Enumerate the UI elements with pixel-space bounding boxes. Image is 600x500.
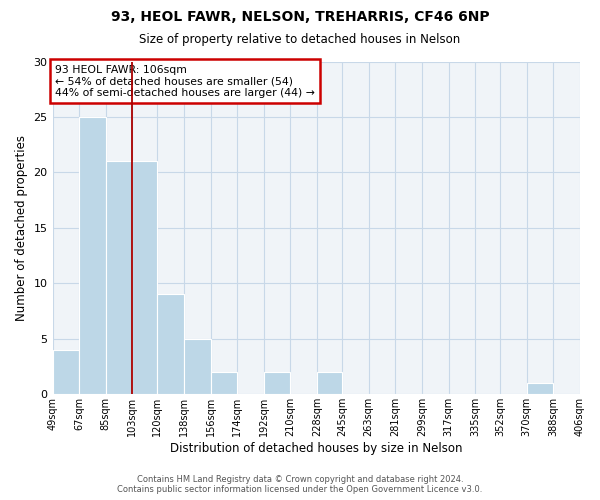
Y-axis label: Number of detached properties: Number of detached properties [15, 135, 28, 321]
Bar [211, 372, 237, 394]
Text: 93 HEOL FAWR: 106sqm
← 54% of detached houses are smaller (54)
44% of semi-detac: 93 HEOL FAWR: 106sqm ← 54% of detached h… [55, 65, 315, 98]
Bar [184, 339, 211, 394]
Text: Contains public sector information licensed under the Open Government Licence v3: Contains public sector information licen… [118, 485, 482, 494]
X-axis label: Distribution of detached houses by size in Nelson: Distribution of detached houses by size … [170, 442, 463, 455]
Bar [106, 162, 133, 394]
Bar [527, 383, 553, 394]
Text: 93, HEOL FAWR, NELSON, TREHARRIS, CF46 6NP: 93, HEOL FAWR, NELSON, TREHARRIS, CF46 6… [110, 10, 490, 24]
Bar [264, 372, 290, 394]
Bar [133, 162, 157, 394]
Bar [53, 350, 79, 395]
Text: Size of property relative to detached houses in Nelson: Size of property relative to detached ho… [139, 32, 461, 46]
Bar [157, 294, 184, 394]
Bar [317, 372, 342, 394]
Text: Contains HM Land Registry data © Crown copyright and database right 2024.: Contains HM Land Registry data © Crown c… [137, 475, 463, 484]
Bar [79, 117, 106, 394]
